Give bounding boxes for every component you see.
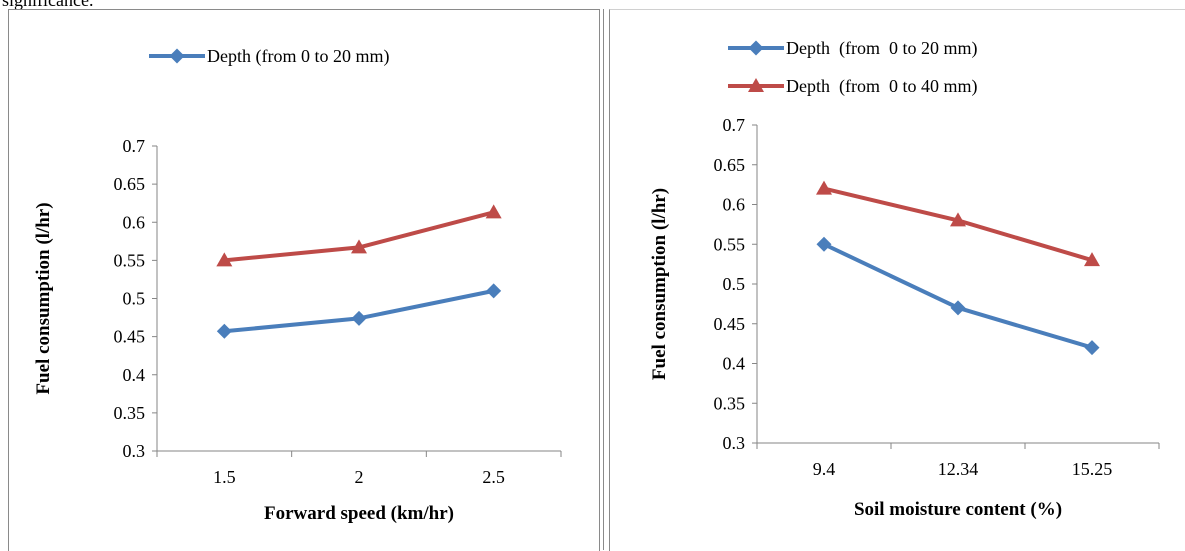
y-tick-label: 0.7 <box>723 115 746 135</box>
y-tick-label: 0.3 <box>723 433 746 453</box>
legend-label: Depth (from 0 to 20 mm) <box>786 38 977 59</box>
series-1-point <box>216 323 232 339</box>
series-2-point <box>950 212 966 227</box>
series-1-point <box>1084 340 1100 356</box>
y-tick-label: 0.6 <box>723 195 746 215</box>
y-tick-label: 0.35 <box>714 393 746 413</box>
legend-marker <box>748 40 764 56</box>
chart-panel-right: 0.3 0.35 0.4 0.45 0.5 0.55 0.6 0.65 0.7 9.4 12.34 1… <box>609 9 1185 551</box>
series-1-point <box>816 236 832 252</box>
chart-panel-left: 0.3 0.35 0.4 0.45 0.5 0.55 0.6 0.65 0.7 1.5 2 2.5 Fo… <box>8 9 600 551</box>
series-2-point <box>351 239 367 254</box>
y-tick-label: 0.45 <box>714 314 746 334</box>
series-1-point <box>351 310 367 326</box>
series-1-point <box>486 283 502 299</box>
series-2-point <box>1084 252 1100 267</box>
chart-right-svg: 0.3 0.35 0.4 0.45 0.5 0.55 0.6 0.65 0.7 9.4 12.34 1… <box>649 38 1160 520</box>
series-line-1 <box>823 242 1093 350</box>
y-tick-label: 0.55 <box>114 250 146 270</box>
series-2-point <box>216 252 233 267</box>
legend-label: Depth (from 0 to 20 mm) <box>207 46 389 67</box>
y-tick-label: 0.7 <box>123 136 146 156</box>
x-tick-label: 2.5 <box>482 467 505 487</box>
series-1-point <box>950 300 966 316</box>
x-tick-label: 1.5 <box>213 467 236 487</box>
y-tick-label: 0.65 <box>714 155 746 175</box>
x-tick-label: 9.4 <box>813 459 836 479</box>
x-tick-label: 2 <box>355 467 364 487</box>
panel-divider <box>603 9 604 550</box>
legend-label: Depth (from 0 to 40 mm) <box>786 76 977 97</box>
x-axis-label: Soil moisture content (%) <box>854 499 1062 520</box>
y-axis-label: Fuel consumption (l/hr) <box>33 202 54 394</box>
y-tick-label: 0.55 <box>714 234 746 254</box>
y-tick-label: 0.65 <box>114 174 146 194</box>
y-tick-label: 0.3 <box>123 441 146 461</box>
y-tick-label: 0.6 <box>123 212 146 232</box>
y-tick-label: 0.45 <box>114 327 146 347</box>
y-tick-label: 0.5 <box>723 274 746 294</box>
chart-left-svg: 0.3 0.35 0.4 0.45 0.5 0.55 0.6 0.65 0.7 1.5 2 2.5 Fo… <box>33 46 562 524</box>
x-tick-label: 12.34 <box>938 459 979 479</box>
legend-marker <box>748 78 764 92</box>
y-axis-label: Fuel consumption (l/hr) <box>649 188 670 380</box>
y-tick-label: 0.4 <box>123 365 146 385</box>
series-2-point <box>816 180 832 195</box>
header-text: significance. <box>2 0 94 10</box>
y-tick-label: 0.5 <box>123 289 146 309</box>
y-tick-label: 0.35 <box>114 403 146 423</box>
y-tick-label: 0.4 <box>723 354 746 374</box>
legend-marker <box>169 48 185 64</box>
series-2-point <box>485 204 502 219</box>
x-tick-label: 15.25 <box>1072 459 1113 479</box>
x-axis-label: Forward speed (km/hr) <box>264 503 454 524</box>
